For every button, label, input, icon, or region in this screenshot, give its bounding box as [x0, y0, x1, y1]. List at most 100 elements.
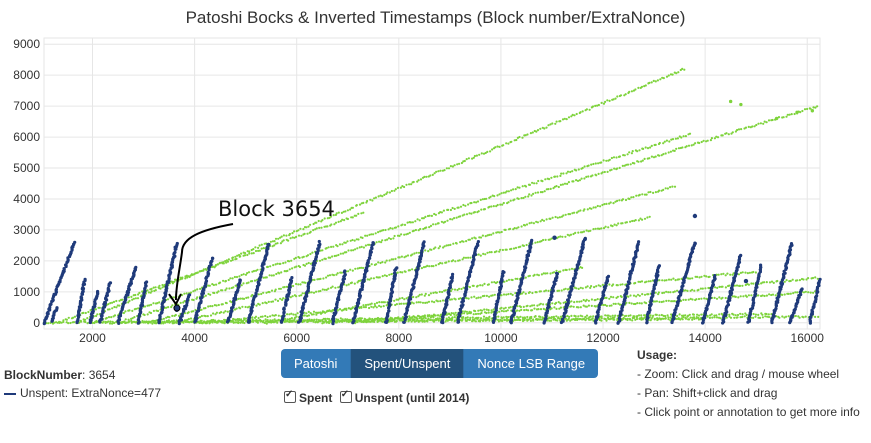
- spent-point[interactable]: [312, 320, 315, 323]
- spent-point[interactable]: [429, 224, 433, 227]
- spent-point[interactable]: [397, 298, 400, 301]
- spent-point[interactable]: [502, 307, 505, 310]
- spent-point[interactable]: [479, 296, 482, 299]
- spent-point[interactable]: [355, 238, 358, 241]
- unspent-point[interactable]: [606, 274, 611, 278]
- spent-point[interactable]: [231, 277, 234, 280]
- spent-point[interactable]: [439, 211, 442, 214]
- spent-point[interactable]: [582, 304, 585, 307]
- spent-point[interactable]: [295, 235, 298, 238]
- spent-point[interactable]: [282, 239, 285, 242]
- spent-point[interactable]: [290, 259, 293, 262]
- spent-point[interactable]: [208, 322, 211, 325]
- spent-point[interactable]: [98, 306, 101, 309]
- spent-point[interactable]: [134, 321, 137, 324]
- spent-point[interactable]: [166, 298, 170, 301]
- spent-point[interactable]: [262, 291, 265, 294]
- spent-point[interactable]: [644, 316, 647, 319]
- spent-point[interactable]: [704, 287, 707, 290]
- spent-point[interactable]: [303, 232, 306, 235]
- spent-point[interactable]: [638, 302, 641, 305]
- spent-point[interactable]: [505, 248, 508, 251]
- spent-point[interactable]: [741, 315, 744, 319]
- spent-point[interactable]: [774, 116, 779, 121]
- spent-point[interactable]: [170, 305, 173, 309]
- spent-point[interactable]: [660, 300, 663, 304]
- spent-point[interactable]: [414, 220, 417, 223]
- unspent-point[interactable]: [306, 289, 310, 293]
- spent-point[interactable]: [577, 287, 580, 290]
- unspent-point[interactable]: [649, 298, 653, 303]
- spent-point[interactable]: [298, 294, 301, 297]
- spent-point[interactable]: [204, 315, 207, 318]
- spent-point[interactable]: [631, 219, 634, 223]
- spent-point[interactable]: [232, 286, 235, 289]
- spent-point[interactable]: [368, 233, 371, 236]
- spent-point[interactable]: [691, 318, 694, 321]
- spent-point[interactable]: [627, 314, 630, 317]
- spent-point[interactable]: [426, 320, 429, 323]
- unspent-point[interactable]: [88, 320, 92, 324]
- spent-point[interactable]: [577, 231, 580, 234]
- spent-point[interactable]: [567, 181, 571, 184]
- spent-point[interactable]: [658, 189, 661, 192]
- spent-point[interactable]: [447, 208, 450, 211]
- spent-point[interactable]: [553, 306, 556, 309]
- spent-point[interactable]: [408, 231, 411, 234]
- spent-point[interactable]: [643, 217, 647, 220]
- unspent-point[interactable]: [386, 311, 390, 315]
- spent-point[interactable]: [711, 316, 714, 319]
- spent-point[interactable]: [612, 202, 615, 205]
- spent-point[interactable]: [616, 314, 620, 317]
- spent-point[interactable]: [628, 197, 631, 201]
- spent-point[interactable]: [338, 320, 341, 323]
- unspent-point[interactable]: [500, 277, 504, 281]
- spent-point[interactable]: [549, 187, 552, 190]
- spent-point[interactable]: [752, 270, 755, 274]
- spent-point[interactable]: [154, 289, 157, 292]
- spent-point[interactable]: [271, 320, 274, 323]
- spent-point[interactable]: [321, 249, 324, 252]
- spent-point[interactable]: [192, 310, 195, 313]
- spent-point[interactable]: [473, 211, 476, 214]
- spent-point[interactable]: [212, 283, 215, 287]
- spent-point[interactable]: [250, 252, 253, 255]
- spent-point[interactable]: [380, 301, 383, 304]
- spent-point[interactable]: [495, 231, 498, 234]
- spent-point[interactable]: [346, 217, 349, 221]
- spent-point[interactable]: [449, 298, 452, 301]
- spent-point[interactable]: [662, 314, 665, 317]
- spent-point[interactable]: [646, 147, 650, 150]
- spent-point[interactable]: [484, 253, 487, 256]
- spent-point[interactable]: [535, 182, 538, 185]
- spent-point[interactable]: [384, 261, 387, 264]
- spent-point[interactable]: [362, 306, 366, 309]
- spent-point[interactable]: [602, 102, 606, 105]
- unspent-point[interactable]: [818, 277, 822, 281]
- spent-point[interactable]: [581, 231, 584, 234]
- spent-point[interactable]: [192, 298, 195, 302]
- spent-point[interactable]: [816, 105, 819, 108]
- spent-point[interactable]: [335, 254, 338, 257]
- spent-point[interactable]: [737, 273, 741, 276]
- spent-point[interactable]: [282, 234, 285, 237]
- spent-point[interactable]: [350, 216, 353, 219]
- spent-point[interactable]: [301, 292, 304, 295]
- spent-point[interactable]: [389, 227, 392, 230]
- spent-point[interactable]: [434, 213, 437, 216]
- spent-point[interactable]: [385, 274, 388, 278]
- spent-point[interactable]: [603, 317, 606, 320]
- spent-point[interactable]: [385, 259, 388, 262]
- spent-point[interactable]: [405, 183, 408, 186]
- unspent-point[interactable]: [196, 309, 201, 313]
- spent-point[interactable]: [744, 283, 747, 287]
- spent-point[interactable]: [130, 319, 133, 323]
- spent-point[interactable]: [501, 317, 504, 320]
- spent-point[interactable]: [369, 320, 373, 323]
- spent-point[interactable]: [516, 186, 519, 189]
- spent-point[interactable]: [727, 133, 730, 136]
- spent-point[interactable]: [338, 243, 342, 246]
- spent-point[interactable]: [551, 216, 554, 219]
- spent-point[interactable]: [587, 299, 591, 302]
- spent-point[interactable]: [650, 144, 653, 147]
